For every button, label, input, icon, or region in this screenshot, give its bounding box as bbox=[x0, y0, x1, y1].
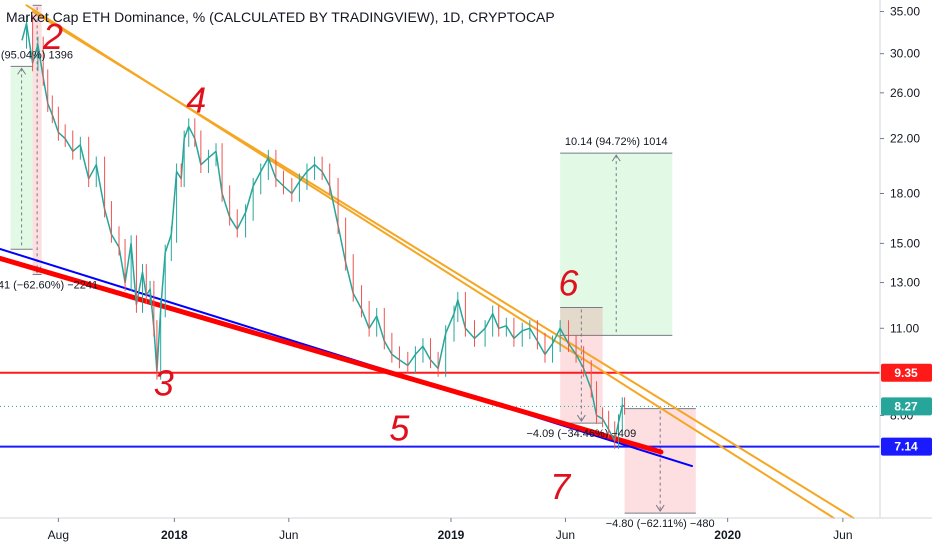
measurement-label: −4.09 (−34.46%) −409 bbox=[526, 428, 636, 440]
time-tick-label: 2019 bbox=[438, 528, 465, 542]
handwritten-number: 6 bbox=[558, 262, 579, 303]
chart-title: Market Cap ETH Dominance, % (CALCULATED … bbox=[6, 9, 555, 25]
measurement-label: 10.14 (94.72%) 1014 bbox=[565, 136, 668, 148]
price-badge-label: 9.35 bbox=[894, 366, 918, 380]
time-tick-label: 2018 bbox=[161, 528, 188, 542]
measurement-label: 13.96 (95.04%) 1396 bbox=[0, 49, 73, 61]
measurement-arrowhead bbox=[611, 154, 621, 162]
price-tick-label: 13.00 bbox=[890, 276, 920, 290]
price-tick-label: 26.00 bbox=[890, 86, 920, 100]
measurement-box bbox=[10, 66, 33, 250]
handwritten-number: 3 bbox=[154, 363, 174, 404]
measurement-label: −22.41 (−62.60%) −2241 bbox=[0, 279, 98, 291]
handwritten-number: 7 bbox=[550, 466, 572, 507]
price-tick-label: 15.00 bbox=[890, 236, 920, 250]
plot-area: 1234567 13.96 (95.04%) 1396−22.41 (−62.6… bbox=[0, 4, 880, 530]
price-tick-label: 11.00 bbox=[890, 321, 919, 335]
time-tick-label: Jun bbox=[833, 528, 852, 542]
handwritten-number: 5 bbox=[389, 408, 410, 449]
support-trendline-red bbox=[0, 255, 664, 455]
horizontal-levels bbox=[0, 371, 880, 448]
measurement-arrowhead bbox=[17, 67, 27, 75]
resistance-trendline bbox=[31, 10, 855, 519]
trendlines bbox=[0, 4, 855, 519]
price-badge bbox=[881, 363, 932, 382]
measurement-labels: 13.96 (95.04%) 1396 −22.41 (−62.60%) −224… bbox=[0, 49, 715, 530]
price-badge-label: 8.27 bbox=[894, 399, 918, 413]
price-tick-label: 35.00 bbox=[890, 4, 920, 18]
price-tick-label: 30.00 bbox=[890, 47, 920, 61]
time-tick-label: Jun bbox=[279, 528, 298, 542]
measurement-arrowhead bbox=[655, 504, 665, 512]
handwritten-annotations: 1234567 bbox=[42, 16, 579, 507]
measurement-label: −4.80 (−62.11%) −480 bbox=[606, 518, 715, 530]
price-series[interactable] bbox=[21, 15, 626, 449]
time-tick-label: 2020 bbox=[714, 528, 741, 542]
time-tick-label: Jun bbox=[556, 528, 575, 542]
price-badge-label: 7.14 bbox=[894, 440, 918, 454]
handwritten-number: 4 bbox=[186, 79, 206, 120]
measurement-arrowhead bbox=[576, 414, 586, 422]
price-tick-label: 22.00 bbox=[890, 132, 920, 146]
price-axis[interactable]: 35.00 30.00 26.00 22.00 18.00 15.00 13.00 11.00… bbox=[880, 4, 920, 422]
time-axis[interactable]: Aug 2018 Jun 2019 Jun 2020 Jun bbox=[48, 518, 853, 542]
measurement-boxes bbox=[10, 4, 696, 514]
price-line[interactable] bbox=[21, 22, 625, 442]
price-badge bbox=[881, 437, 932, 456]
measurement-box bbox=[560, 153, 673, 336]
time-tick-label: Aug bbox=[48, 528, 69, 542]
price-tick-label: 18.00 bbox=[890, 186, 920, 200]
price-badge bbox=[881, 397, 932, 416]
price-badges: 9.35 8.27 7.14 bbox=[881, 363, 932, 456]
handwritten-number: 2 bbox=[42, 16, 63, 57]
